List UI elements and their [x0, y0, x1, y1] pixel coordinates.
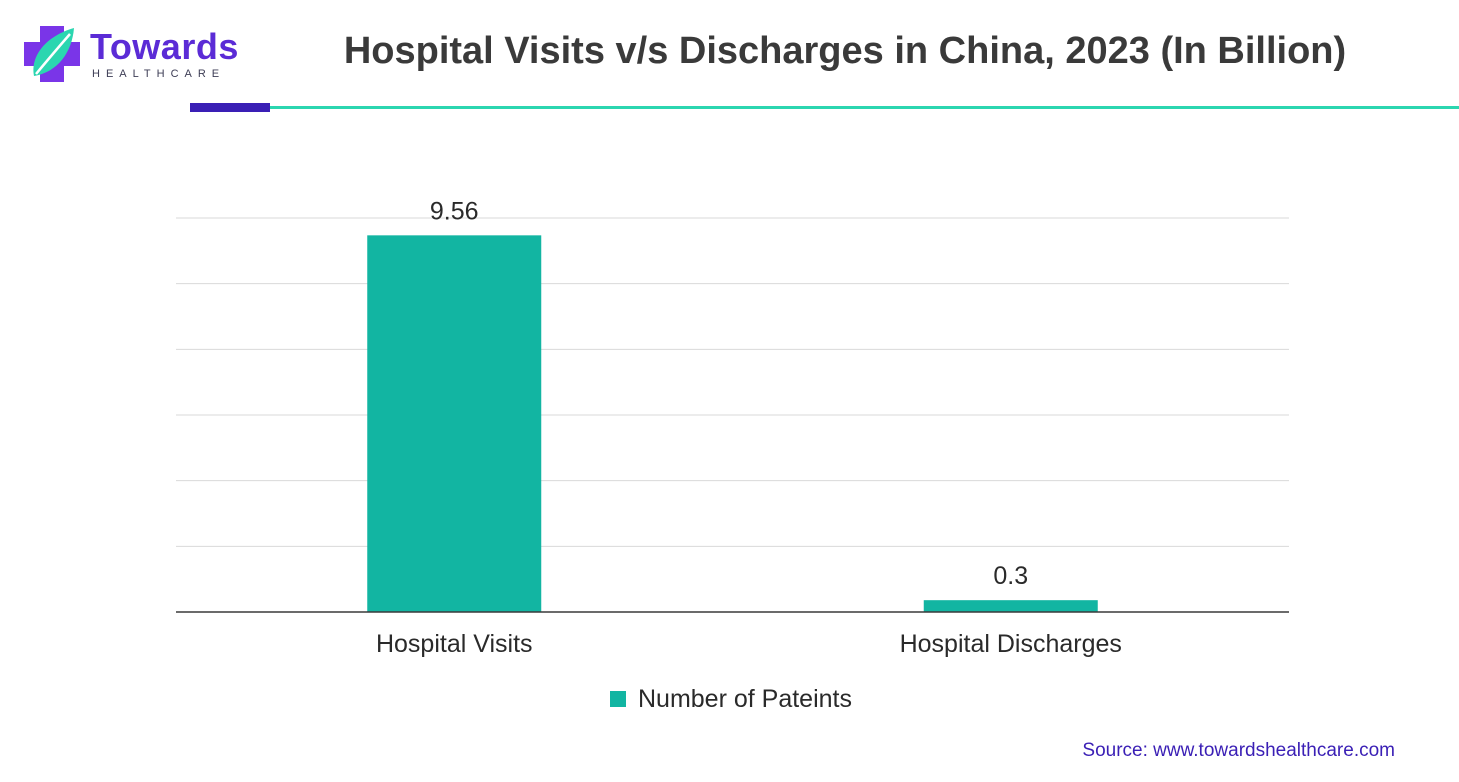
brand-subtitle: HEALTHCARE — [92, 68, 226, 80]
bar — [367, 235, 542, 612]
title-underline-accent — [190, 103, 270, 112]
data-label: 9.56 — [430, 197, 479, 225]
title-underline — [270, 106, 1459, 109]
legend-swatch — [610, 691, 626, 707]
bar — [923, 600, 1098, 612]
legend: Number of Pateints — [610, 684, 852, 714]
legend-label: Number of Pateints — [638, 684, 852, 713]
source-note: Source: www.towardshealthcare.com — [1082, 740, 1395, 761]
brand-logo: Towards HEALTHCARE — [20, 22, 240, 86]
chart-title: Hospital Visits v/s Discharges in China,… — [343, 30, 1347, 72]
data-label: 0.3 — [993, 562, 1028, 590]
brand-name: Towards — [90, 26, 239, 67]
medical-cross-leaf-icon — [24, 26, 80, 82]
category-label: Hospital Visits — [376, 630, 533, 658]
category-label: Hospital Discharges — [900, 630, 1122, 658]
